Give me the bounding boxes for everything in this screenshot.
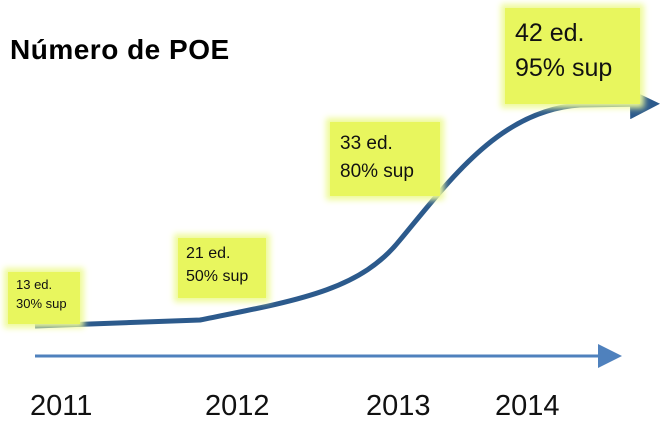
label-line: 50% sup (186, 268, 249, 286)
label-line: 33 ed. (340, 133, 393, 154)
label-box: 33 ed. 80% sup (330, 122, 440, 196)
year-label: 2012 (205, 390, 270, 421)
label-line: 21 ed. (186, 245, 231, 262)
year-label: 2014 (495, 390, 560, 421)
label-box: 13 ed. 30% sup (8, 272, 80, 324)
year-label: 2013 (366, 390, 431, 421)
label-line: 30% sup (16, 295, 67, 311)
year-label: 2011 (30, 390, 93, 421)
label-line: 80% sup (340, 160, 414, 182)
label-line: 42 ed. (515, 19, 585, 47)
label-box: 21 ed. 50% sup (178, 238, 266, 298)
label-line: 13 ed. (16, 277, 53, 292)
label-line: 95% sup (515, 54, 613, 82)
growth-curve (34, 89, 660, 329)
label-box: 42 ed. 95% sup (505, 8, 640, 104)
title: Número de POE (10, 34, 230, 65)
